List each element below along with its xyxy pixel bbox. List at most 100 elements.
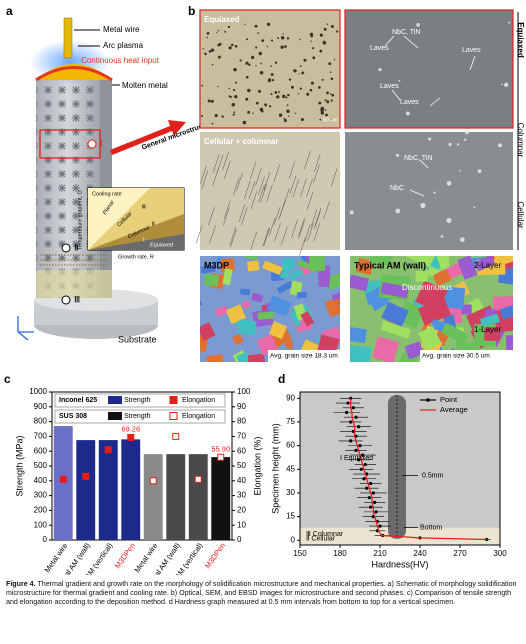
layer-label: Discontinuous <box>402 283 452 292</box>
texture-dot <box>309 32 314 37</box>
grain <box>325 272 340 291</box>
texture-line <box>310 209 318 228</box>
grain <box>239 288 251 296</box>
texture-dot <box>428 137 432 141</box>
texture-dot <box>208 50 212 53</box>
elongation-marker <box>217 453 225 461</box>
texture-dot <box>258 51 262 56</box>
y2-tick-label: 40 <box>237 476 246 485</box>
grain <box>241 256 260 261</box>
inset-axis-label: Growth rate, R <box>118 254 154 260</box>
texture-dot <box>282 94 286 99</box>
grain <box>206 353 224 362</box>
grain <box>350 344 372 362</box>
x-tick-label: 240 <box>413 549 427 558</box>
elongation-marker <box>149 477 157 485</box>
texture-line <box>314 207 322 227</box>
texture-line <box>200 165 207 184</box>
texture-dot <box>446 180 452 186</box>
panel-a: a Ⅰ Ⅱ Ⅲ Metal wire Arc plasma Continuous… <box>6 4 216 344</box>
point <box>369 505 373 509</box>
y-tick-label: 75 <box>286 417 295 426</box>
texture-line <box>314 153 321 173</box>
texture-dot <box>320 34 323 37</box>
y2-tick-label: 10 <box>237 520 246 529</box>
texture-line <box>313 223 320 242</box>
texture-dot <box>283 118 287 123</box>
grain <box>200 322 216 341</box>
texture-dot <box>227 25 231 29</box>
texture-dot <box>255 64 257 67</box>
sem-label: Laves <box>370 45 389 52</box>
texture-dot <box>396 153 400 157</box>
texture-dot <box>287 93 290 97</box>
grain <box>257 311 274 320</box>
texture-line <box>263 171 271 191</box>
texture-dot <box>477 169 482 173</box>
texture-dot <box>233 111 236 114</box>
point <box>378 524 382 528</box>
chart-d: d 150 180 210 240 270 300 0 15 30 45 60 75 90 Hardness… <box>270 372 507 569</box>
texture-dot <box>378 68 382 72</box>
texture-line <box>263 227 271 247</box>
caption-text: Thermal gradient and growth rate on the … <box>6 580 517 606</box>
grain <box>440 322 470 346</box>
texture-dot <box>251 55 255 60</box>
legend-box <box>54 393 226 408</box>
y-tick-label: 400 <box>34 476 48 485</box>
texture-dot <box>325 113 328 117</box>
grain <box>380 281 409 299</box>
image-label: Typical AM (wall) <box>354 260 426 270</box>
grain <box>309 256 326 272</box>
texture-dot <box>322 41 327 45</box>
point <box>362 477 366 481</box>
axes-icon <box>17 316 34 341</box>
y-tick-label: 45 <box>286 464 295 473</box>
callout: Molten metal <box>122 81 168 90</box>
layer-label: 1-Layer <box>474 325 501 334</box>
y-tick-label: 60 <box>286 441 295 450</box>
texture-dot <box>284 45 287 48</box>
x-tick-label: 300 <box>493 549 507 558</box>
bar <box>166 454 186 540</box>
grain <box>204 273 219 287</box>
region-numeral: Ⅰ <box>143 237 145 243</box>
grain <box>200 317 201 335</box>
y2-tick-label: 90 <box>237 402 246 411</box>
legend-label: Strength <box>124 397 151 404</box>
texture-line <box>298 217 305 236</box>
texture-dot <box>217 29 220 32</box>
legend-swatch <box>169 396 178 404</box>
texture-dot <box>234 44 238 48</box>
x-axis-label: Hardness(HV) <box>371 559 428 569</box>
texture-line <box>229 227 237 246</box>
metal-wire <box>63 17 73 59</box>
figure-graphics: a Ⅰ Ⅱ Ⅲ Metal wire Arc plasma Continuous… <box>4 4 525 575</box>
sem-image <box>345 132 513 250</box>
grain <box>236 351 254 362</box>
texture-line <box>195 225 203 244</box>
y-tick-label: 300 <box>34 491 48 500</box>
grain <box>403 256 439 268</box>
point <box>371 491 375 495</box>
texture-dot <box>299 87 302 90</box>
texture-dot <box>224 30 227 33</box>
texture-dot <box>463 138 467 141</box>
point <box>373 500 377 505</box>
texture-dot <box>299 65 302 68</box>
grain <box>355 257 374 276</box>
texture-dot <box>216 31 218 34</box>
y-tick-label: 200 <box>34 506 48 515</box>
y2-tick-label: 30 <box>237 491 246 500</box>
point <box>367 496 371 500</box>
texture-dot <box>211 63 214 66</box>
texture-line <box>273 207 281 226</box>
texture-line <box>258 176 265 195</box>
texture-line <box>201 170 209 189</box>
texture-dot <box>456 143 460 146</box>
legend-swatch <box>108 396 122 404</box>
grain <box>200 264 216 274</box>
legend-label: Elongation <box>182 397 215 404</box>
x-tick-label: 180 <box>333 549 347 558</box>
